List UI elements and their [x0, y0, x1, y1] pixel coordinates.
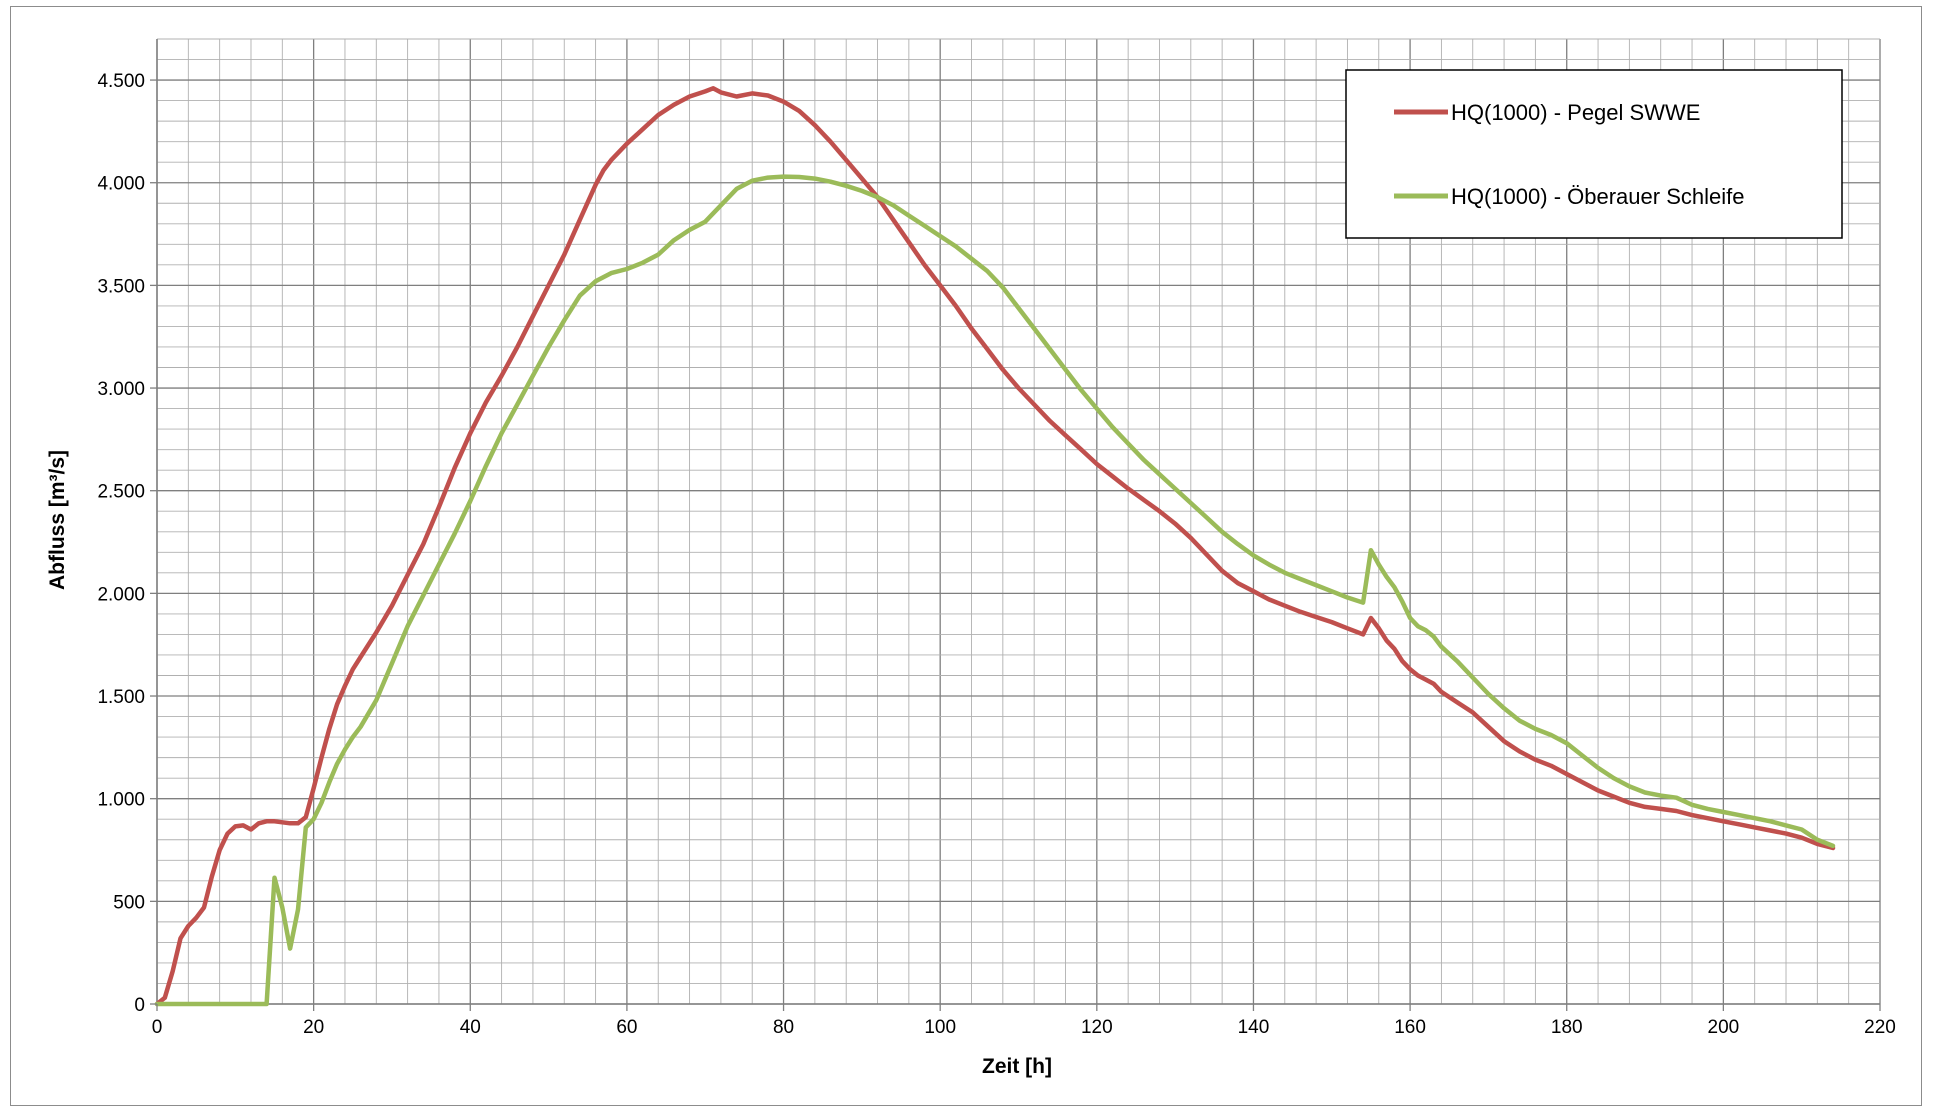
x-tick-label: 180 — [1551, 1017, 1583, 1038]
x-tick-label: 200 — [1708, 1017, 1740, 1038]
series-line-pegel-swwe — [154, 86, 1836, 1007]
y-tick-label: 2.500 — [97, 482, 145, 503]
x-tick-label: 120 — [1081, 1017, 1113, 1038]
legend: HQ(1000) - Pegel SWWE HQ(1000) - Öberaue… — [1345, 69, 1843, 239]
x-axis-title: Zeit [h] — [982, 1055, 1052, 1078]
y-tick-label: 2.000 — [97, 584, 145, 605]
y-tick-label: 500 — [113, 892, 145, 913]
legend-label-pegel-swwe: HQ(1000) - Pegel SWWE — [1451, 100, 1700, 125]
x-tick-label: 0 — [152, 1017, 163, 1038]
y-tick-label: 1.000 — [97, 790, 145, 811]
y-tick-label: 1.500 — [97, 687, 145, 708]
series-layer — [154, 86, 1836, 1007]
x-tick-label: 160 — [1394, 1017, 1426, 1038]
y-tick-label: 3.500 — [97, 276, 145, 297]
plot-area — [156, 39, 1880, 1005]
x-tick-label: 220 — [1864, 1017, 1896, 1038]
y-axis-title: Abfluss [m³/s] — [46, 450, 69, 590]
x-axis: 0 20 40 60 80 100 120 140 160 180 200 220 — [152, 1004, 1896, 1038]
x-tick-label: 80 — [773, 1017, 794, 1038]
y-tick-label: 3.000 — [97, 379, 145, 400]
x-tick-label: 140 — [1238, 1017, 1270, 1038]
series-line-oberauer-schleife — [154, 174, 1836, 1007]
legend-label-oberauer-schleife: HQ(1000) - Öberauer Schleife — [1451, 184, 1744, 209]
x-tick-label: 40 — [460, 1017, 481, 1038]
y-tick-label: 0 — [134, 995, 145, 1016]
x-tick-label: 20 — [303, 1017, 324, 1038]
y-axis: 0 500 1.000 1.500 2.000 2.500 3.000 3.500 4.000 4… — [97, 71, 157, 1016]
y-tick-label: 4.500 — [97, 71, 145, 92]
legend-box — [1345, 69, 1843, 239]
x-tick-label: 60 — [616, 1017, 637, 1038]
y-tick-label: 4.000 — [97, 174, 145, 195]
x-tick-label: 100 — [924, 1017, 956, 1038]
